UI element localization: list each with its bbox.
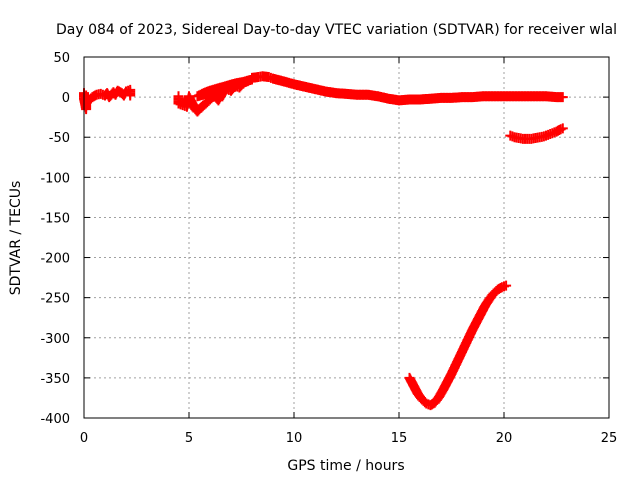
data-point [125,90,136,101]
y-tick-label: -150 [40,211,70,226]
data-series-5 [505,123,568,144]
plot-frame [83,56,610,419]
y-tick-label: -300 [40,332,70,347]
y-tick-label: -250 [40,292,70,307]
y-tick-label: -200 [40,252,70,267]
grid [84,57,609,418]
axis-ticks: 0 5 10 15 20 25 50 0 -50 -100 -150 -200 -250 -300 -350… [40,51,617,446]
data-point [557,92,568,103]
y-axis-label: SDTVAR / TECUs [8,181,24,296]
y-tick-label: 50 [53,51,70,66]
x-tick-label: 15 [391,431,408,446]
x-tick-label: 10 [286,431,303,446]
data-point [501,280,512,291]
x-tick-label: 25 [601,431,618,446]
x-tick-label: 5 [185,431,193,446]
y-tick-label: 0 [62,91,70,106]
chart-title: Day 084 of 2023, Sidereal Day-to-day VTE… [56,22,617,38]
y-tick-label: -100 [40,171,70,186]
y-tick-label: -350 [40,372,70,387]
data-marks [79,71,568,411]
data-series-2 [173,74,257,117]
data-series-3 [247,71,568,106]
x-tick-label: 0 [80,431,88,446]
y-tick-label: -400 [40,412,70,427]
data-series-1 [79,84,136,115]
x-tick-label: 20 [496,431,513,446]
data-series-4 [404,280,512,411]
y-tick-label: -50 [49,131,70,146]
x-axis-label: GPS time / hours [287,458,404,474]
data-point [557,123,568,134]
